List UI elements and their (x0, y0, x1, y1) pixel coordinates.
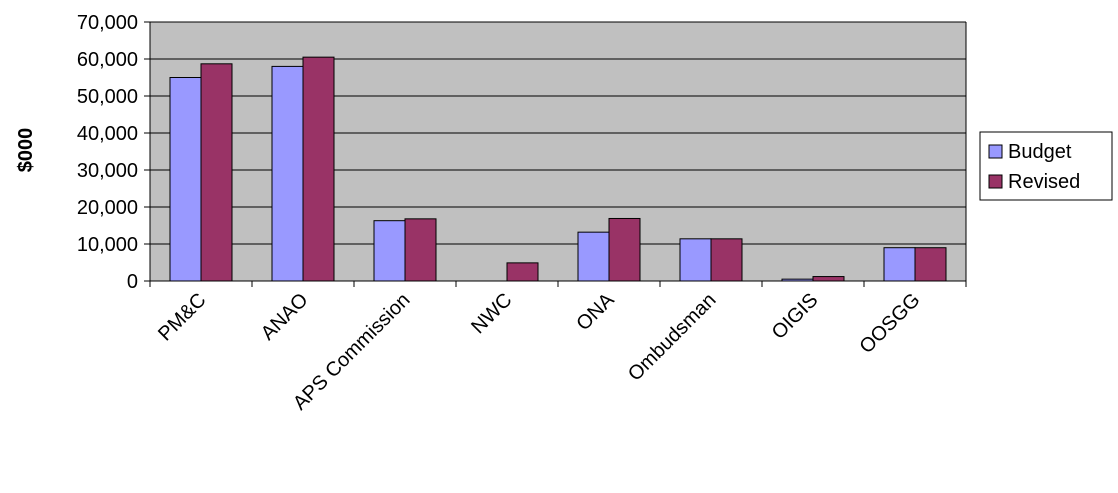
legend-box (979, 131, 1113, 201)
legend-swatch-budget (988, 144, 1003, 159)
bar-revised-5 (608, 217, 641, 282)
bar-budget-5 (577, 231, 610, 282)
y-tick-label: 10,000 (77, 234, 138, 256)
bar-revised-2 (302, 56, 335, 282)
bar-revised-1 (200, 63, 233, 282)
legend-label-budget: Budget (1008, 141, 1072, 163)
bar-revised-3 (404, 218, 437, 282)
y-tick-label: 40,000 (77, 123, 138, 145)
y-tick-label: 20,000 (77, 197, 138, 219)
x-tick-label: NWC (467, 289, 516, 338)
bar-revised-4 (506, 262, 539, 282)
y-tick-label: 60,000 (77, 49, 138, 71)
bar-revised-7 (812, 276, 845, 282)
bar-budget-8 (883, 247, 916, 282)
x-tick-label: OIGIS (768, 289, 823, 344)
bar-budget-2 (271, 65, 304, 282)
y-tick-label: 70,000 (77, 12, 138, 34)
legend-label-revised: Revised (1008, 171, 1080, 193)
x-tick-label: ANAO (257, 289, 313, 345)
y-tick-label: 0 (127, 271, 138, 293)
y-axis-label: $000 (15, 128, 37, 173)
bar-revised-8 (914, 247, 947, 282)
bar-revised-6 (710, 238, 743, 282)
x-tick-label: PM&C (154, 289, 210, 345)
x-tick-label: Ombudsman (624, 289, 721, 386)
legend: Budget Revised (979, 131, 1113, 201)
bar-budget-6 (679, 238, 712, 282)
legend-swatch-revised (988, 174, 1003, 189)
bar-budget-3 (373, 220, 406, 282)
x-tick-label: ONA (572, 289, 619, 336)
y-tick-label: 50,000 (77, 86, 138, 108)
y-tick-label: 30,000 (77, 160, 138, 182)
bar-budget-1 (169, 77, 202, 282)
x-tick-label: OOSGG (856, 289, 925, 358)
